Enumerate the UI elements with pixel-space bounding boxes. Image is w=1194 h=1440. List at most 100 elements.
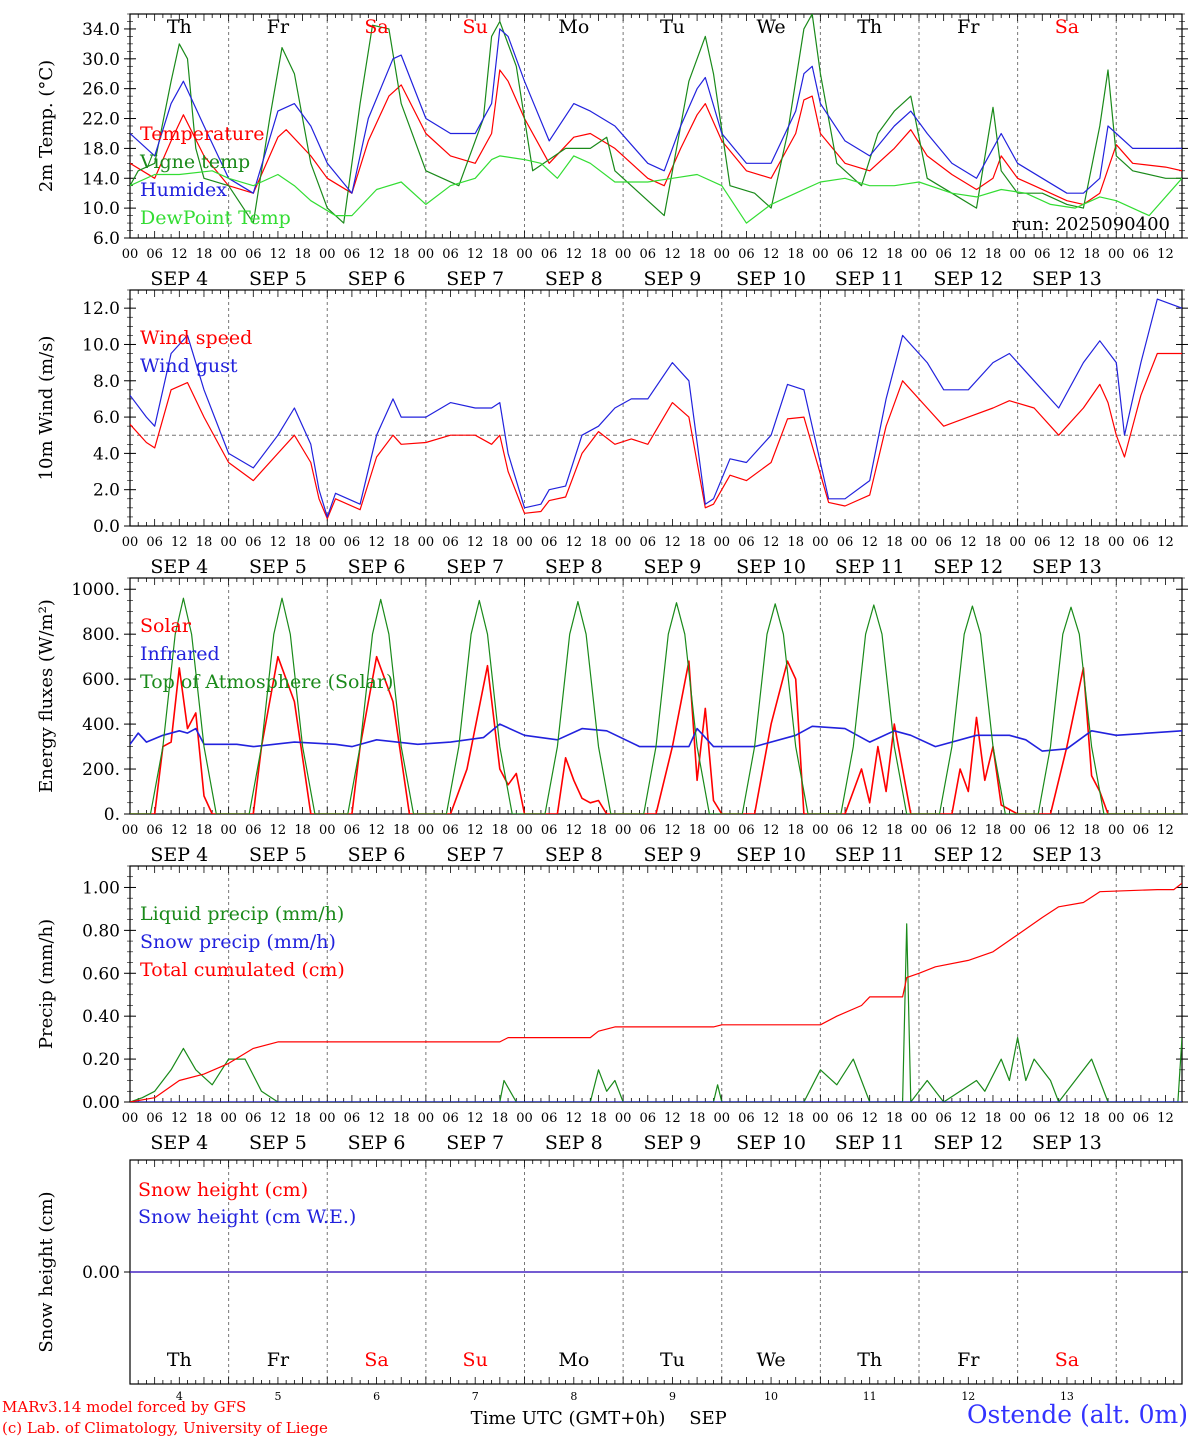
hour-label: 18 — [985, 823, 1002, 838]
hour-label: 06 — [541, 535, 558, 550]
day-number-label: 11 — [863, 1390, 877, 1403]
y-tick-label: 0.20 — [82, 1050, 120, 1070]
hour-label: 06 — [146, 247, 163, 262]
date-label: SEP 8 — [545, 1132, 603, 1154]
hour-label: 00 — [418, 1111, 435, 1126]
hour-label: 06 — [245, 823, 262, 838]
day-name-label: Tu — [660, 1349, 685, 1371]
day-number-label: 8 — [570, 1390, 577, 1403]
hour-label: 00 — [615, 535, 632, 550]
date-label: SEP 6 — [348, 556, 406, 578]
date-label: SEP 13 — [1032, 556, 1102, 578]
hour-label: 00 — [1009, 247, 1026, 262]
series-line-solar — [130, 655, 1182, 814]
hour-label: 12 — [960, 247, 977, 262]
hour-label: 12 — [664, 247, 681, 262]
hour-label: 18 — [393, 1111, 410, 1126]
date-label: SEP 11 — [835, 1132, 905, 1154]
hour-label: 06 — [640, 1111, 657, 1126]
hour-label: 12 — [664, 823, 681, 838]
day-number-label: 13 — [1060, 1390, 1074, 1403]
day-number-label: 4 — [176, 1390, 183, 1403]
panel-temp: 6.0 10.0 14.0 18.0 22.0 26.0 30.0 34.0 2m Temp. … — [36, 13, 1188, 290]
model-credit: MARv3.14 model forced by GFS — [2, 1398, 247, 1416]
hour-label: 06 — [1133, 535, 1150, 550]
y-tick-label: 0.00 — [82, 1263, 120, 1283]
hour-label: 00 — [615, 823, 632, 838]
day-name-label: Fr — [957, 1349, 980, 1371]
hour-label: 18 — [1083, 535, 1100, 550]
hour-label: 00 — [1009, 823, 1026, 838]
y-tick-label: 1.00 — [82, 878, 120, 898]
y-tick-label: 0.40 — [82, 1007, 120, 1027]
series-line-top-of-atmosphere-solar- — [130, 597, 1182, 814]
y-tick-label: 6.0 — [93, 229, 120, 249]
hour-label: 06 — [442, 823, 459, 838]
hour-label: 18 — [393, 823, 410, 838]
hour-label: 12 — [1059, 823, 1076, 838]
series-line-infrared — [130, 723, 1182, 752]
series-line-liquid-precip-mm-h- — [130, 923, 1182, 1102]
date-label: SEP 9 — [644, 268, 702, 290]
hour-label: 18 — [1083, 823, 1100, 838]
day-number-label: 12 — [961, 1390, 975, 1403]
hour-label: 12 — [368, 1111, 385, 1126]
hour-label: 00 — [1108, 247, 1125, 262]
day-name-label: Th — [857, 1349, 882, 1371]
hour-label: 18 — [787, 1111, 804, 1126]
y-tick-label: 0.00 — [82, 1093, 120, 1113]
hour-label: 00 — [516, 823, 533, 838]
hour-label: 00 — [418, 823, 435, 838]
day-name-label: Su — [463, 1349, 488, 1371]
day-name-label: We — [756, 1349, 785, 1371]
hour-label: 12 — [171, 1111, 188, 1126]
date-label: SEP 5 — [249, 556, 307, 578]
y-tick-label: 0.0 — [93, 517, 120, 537]
hour-label: 12 — [1059, 1111, 1076, 1126]
plot-frame — [129, 289, 1183, 527]
hour-label: 00 — [220, 1111, 237, 1126]
hour-label: 00 — [911, 535, 928, 550]
hour-label: 18 — [492, 823, 509, 838]
legend-entry: Wind speed — [140, 327, 252, 349]
date-label: SEP 5 — [249, 268, 307, 290]
day-name-label: Sa — [1055, 16, 1079, 38]
hour-label: 00 — [812, 247, 829, 262]
legend-entry: Total cumulated (cm) — [140, 959, 345, 981]
hour-label: 00 — [713, 1111, 730, 1126]
hour-label: 12 — [861, 823, 878, 838]
hour-label: 06 — [738, 1111, 755, 1126]
y-tick-label: 200. — [82, 760, 120, 780]
hour-label: 06 — [1133, 1111, 1150, 1126]
date-label: SEP 6 — [348, 1132, 406, 1154]
date-label: SEP 13 — [1032, 844, 1102, 866]
plot-frame — [129, 865, 1183, 1103]
day-number-label: 10 — [764, 1390, 778, 1403]
hour-label: 12 — [861, 535, 878, 550]
hour-label: 12 — [270, 823, 287, 838]
date-label: SEP 4 — [150, 556, 208, 578]
hour-label: 12 — [1157, 247, 1174, 262]
hour-label: 00 — [122, 1111, 139, 1126]
date-label: SEP 6 — [348, 268, 406, 290]
hour-label: 06 — [442, 1111, 459, 1126]
date-label: SEP 11 — [835, 268, 905, 290]
date-label: SEP 9 — [644, 844, 702, 866]
hour-label: 00 — [1108, 1111, 1125, 1126]
hour-label: 12 — [270, 535, 287, 550]
hour-label: 18 — [985, 535, 1002, 550]
y-tick-label: 10.0 — [82, 199, 120, 219]
hour-label: 06 — [1133, 247, 1150, 262]
hour-label: 18 — [294, 535, 311, 550]
hour-label: 00 — [319, 535, 336, 550]
date-label: SEP 9 — [644, 1132, 702, 1154]
hour-label: 12 — [368, 823, 385, 838]
hour-label: 12 — [171, 247, 188, 262]
hour-label: 12 — [566, 1111, 583, 1126]
hour-label: 18 — [689, 535, 706, 550]
date-label: SEP 7 — [446, 268, 504, 290]
hour-label: 00 — [911, 823, 928, 838]
series-line-wind-speed — [130, 352, 1182, 520]
hour-label: 06 — [344, 1111, 361, 1126]
series-line-dewpoint-temp — [130, 155, 1182, 224]
